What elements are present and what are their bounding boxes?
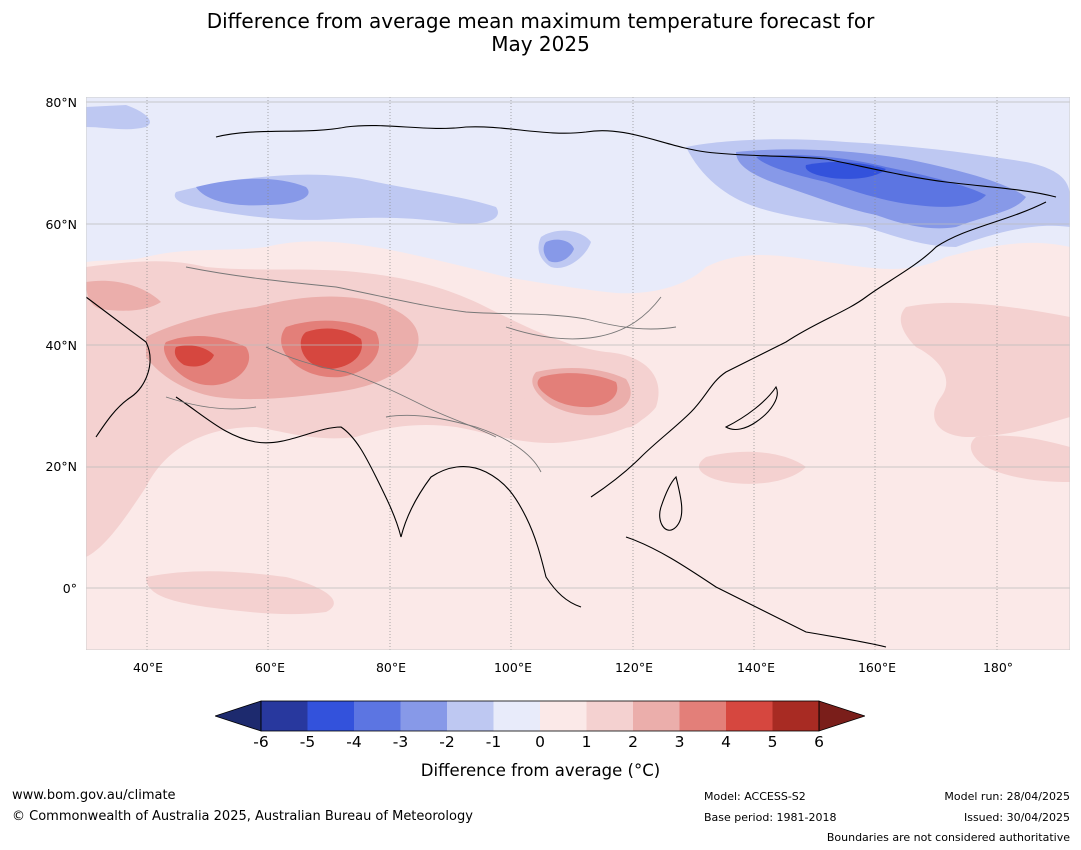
colorbar-cells	[261, 701, 819, 731]
colorbar-tick-label: 1	[581, 733, 592, 751]
map-title: Difference from average mean maximum tem…	[0, 10, 1081, 56]
colorbar-under-arrow	[215, 700, 262, 732]
lat-label-0: 0°	[62, 581, 77, 596]
colorbar-cell	[307, 701, 354, 731]
lon-label-120e: 120°E	[614, 660, 653, 675]
colorbar	[215, 700, 865, 732]
website-link[interactable]: www.bom.gov.au/climate	[12, 788, 176, 803]
colorbar-tick-label: -5	[299, 733, 316, 751]
colorbar-tick-label: -2	[439, 733, 455, 751]
title-line-1: Difference from average mean maximum tem…	[206, 9, 875, 33]
temperature-anomaly-map	[86, 97, 1070, 650]
colorbar-outline	[260, 700, 820, 732]
lon-label-160e: 160°E	[857, 660, 896, 675]
lat-label-20n: 20°N	[45, 459, 77, 474]
colorbar-tick-label: 2	[628, 733, 638, 751]
lon-label-60e: 60°E	[254, 660, 286, 675]
lat-label-80n: 80°N	[45, 95, 77, 110]
model-name: Model: ACCESS-S2	[704, 790, 806, 803]
colorbar-cell	[772, 701, 819, 731]
lon-label-140e: 140°E	[736, 660, 775, 675]
colorbar-tick-label: 6	[814, 733, 824, 751]
colorbar-tick-label: -4	[346, 733, 362, 751]
colorbar-cell	[679, 701, 726, 731]
colorbar-tick-label: -1	[485, 733, 502, 751]
colorbar-cell	[261, 701, 308, 731]
lat-label-60n: 60°N	[45, 217, 77, 232]
longitude-gridlines	[146, 97, 998, 650]
latitude-gridlines	[86, 101, 1070, 589]
colorbar-tick-label: 0	[535, 733, 545, 751]
copyright-text: © Commonwealth of Australia 2025, Austra…	[12, 809, 473, 824]
title-line-2: May 2025	[491, 32, 590, 56]
colorbar-cell	[726, 701, 773, 731]
colorbar-cell	[400, 701, 447, 731]
lon-label-180: 180°	[982, 660, 1014, 675]
lon-label-40e: 40°E	[132, 660, 164, 675]
colorbar-cell	[354, 701, 401, 731]
colorbar-tick-label: -6	[253, 733, 269, 751]
colorbar-tick-label: 3	[674, 733, 685, 751]
colorbar-cell	[633, 701, 680, 731]
lon-label-100e: 100°E	[493, 660, 532, 675]
colorbar-tick-label: 5	[767, 733, 778, 751]
issued-date: Issued: 30/04/2025	[963, 811, 1070, 824]
boundaries-disclaimer: Boundaries are not considered authoritat…	[826, 831, 1070, 844]
base-period: Base period: 1981-2018	[704, 811, 837, 824]
colorbar-tick-label: -3	[392, 733, 409, 751]
colorbar-cell	[540, 701, 587, 731]
colorbar-cell	[586, 701, 633, 731]
anomaly-fill-layer	[86, 97, 1070, 615]
colorbar-label: Difference from average (°C)	[420, 761, 661, 780]
model-run-date: Model run: 28/04/2025	[944, 790, 1070, 803]
lat-label-40n: 40°N	[45, 338, 77, 353]
colorbar-over-arrow	[818, 700, 865, 732]
colorbar-cell	[447, 701, 494, 731]
coastlines	[86, 125, 1057, 648]
lon-label-80e: 80°E	[375, 660, 407, 675]
colorbar-cell	[493, 701, 540, 731]
colorbar-tick-label: 4	[721, 733, 731, 751]
country-borders	[165, 266, 677, 473]
